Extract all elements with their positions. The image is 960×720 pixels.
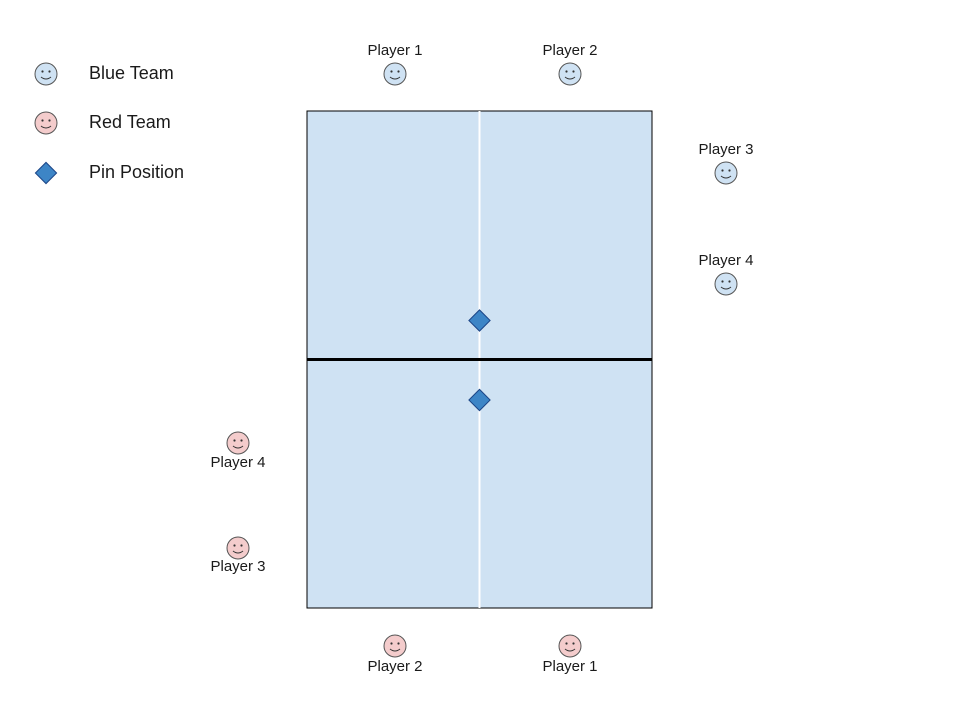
blue-player-3-label: Player 3 — [698, 141, 754, 158]
red-player-2-smiley-face-icon — [383, 634, 407, 658]
red-player-4-smiley-face-icon — [226, 431, 250, 455]
blue-player-4-label: Player 4 — [698, 252, 754, 269]
blue-player-1-label: Player 1 — [367, 42, 423, 59]
blue-player-3-smiley-face-icon — [714, 161, 738, 185]
legend-pin-position-label: Pin Position — [89, 162, 185, 182]
red-player-1-label: Player 1 — [542, 658, 598, 675]
red-player-3-label: Player 3 — [210, 558, 266, 575]
red-player-2-label: Player 2 — [367, 658, 423, 675]
legend-blue-team-label: Blue Team — [89, 63, 174, 83]
blue-player-2-smiley-face-icon — [558, 62, 582, 86]
red-player-3-smiley-face-icon — [226, 536, 250, 560]
blue-player-1-smiley-face-icon — [383, 62, 407, 86]
red-player-4-label: Player 4 — [210, 454, 266, 471]
red-player-1-smiley-face-icon — [558, 634, 582, 658]
legend-red-smiley-face-icon — [34, 111, 58, 135]
legend-pin-diamond-icon — [34, 161, 58, 185]
blue-player-2-label: Player 2 — [542, 42, 598, 59]
pin-top-diamond-icon — [468, 309, 491, 332]
legend-red-team-label: Red Team — [89, 112, 171, 132]
pin-bottom-diamond-icon — [468, 388, 491, 412]
blue-player-4-smiley-face-icon — [714, 272, 738, 296]
legend-blue-smiley-face-icon — [34, 62, 58, 86]
